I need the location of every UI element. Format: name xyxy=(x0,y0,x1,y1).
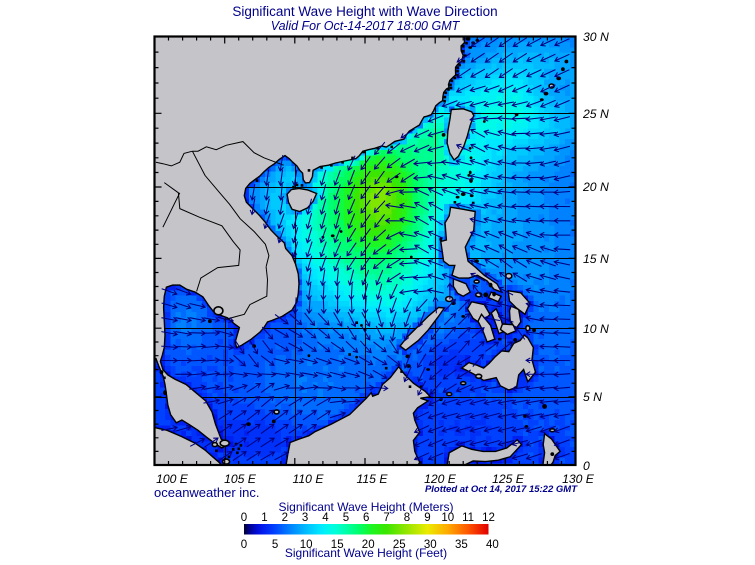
svg-text:5: 5 xyxy=(272,539,278,551)
svg-text:25 N: 25 N xyxy=(582,107,609,121)
svg-text:115 E: 115 E xyxy=(357,472,389,486)
svg-text:30: 30 xyxy=(424,539,437,551)
svg-text:5: 5 xyxy=(343,512,349,524)
svg-text:15 N: 15 N xyxy=(583,252,609,266)
svg-text:Significant Wave Height (Feet): Significant Wave Height (Feet) xyxy=(285,546,447,560)
svg-text:15: 15 xyxy=(331,539,344,551)
svg-text:8: 8 xyxy=(404,512,410,524)
svg-text:4: 4 xyxy=(322,512,329,524)
svg-text:110 E: 110 E xyxy=(293,472,325,486)
svg-text:125 E: 125 E xyxy=(492,472,525,486)
svg-text:0: 0 xyxy=(241,539,247,551)
svg-text:7: 7 xyxy=(383,512,389,524)
svg-text:105 E: 105 E xyxy=(224,472,257,486)
svg-text:oceanweather inc.: oceanweather inc. xyxy=(154,485,260,500)
svg-text:Valid For Oct-14-2017 18:00 GM: Valid For Oct-14-2017 18:00 GMT xyxy=(271,19,461,33)
svg-text:30 N: 30 N xyxy=(583,30,609,44)
svg-text:2: 2 xyxy=(282,512,288,524)
svg-text:Significant Wave Height (Meter: Significant Wave Height (Meters) xyxy=(279,500,454,514)
svg-text:0: 0 xyxy=(583,459,590,473)
svg-text:130 E: 130 E xyxy=(562,472,595,486)
svg-text:0: 0 xyxy=(241,512,247,524)
svg-text:35: 35 xyxy=(455,539,468,551)
svg-text:10: 10 xyxy=(441,512,454,524)
svg-text:9: 9 xyxy=(424,512,430,524)
svg-text:25: 25 xyxy=(393,539,406,551)
svg-text:6: 6 xyxy=(363,512,369,524)
svg-text:3: 3 xyxy=(302,512,308,524)
svg-text:5 N: 5 N xyxy=(583,390,602,404)
svg-text:10: 10 xyxy=(300,539,313,551)
svg-text:12: 12 xyxy=(482,512,495,524)
svg-text:1: 1 xyxy=(261,512,267,524)
svg-text:40: 40 xyxy=(486,539,499,551)
svg-text:20 N: 20 N xyxy=(582,180,609,194)
svg-text:120 E: 120 E xyxy=(424,472,457,486)
svg-text:Plotted at Oct 14, 2017 15:22: Plotted at Oct 14, 2017 15:22 GMT xyxy=(425,484,578,495)
svg-text:Significant Wave Height with W: Significant Wave Height with Wave Direct… xyxy=(232,4,497,19)
svg-text:100 E: 100 E xyxy=(156,472,189,486)
svg-text:11: 11 xyxy=(462,512,474,524)
svg-text:10 N: 10 N xyxy=(583,322,609,336)
svg-text:20: 20 xyxy=(362,539,375,551)
